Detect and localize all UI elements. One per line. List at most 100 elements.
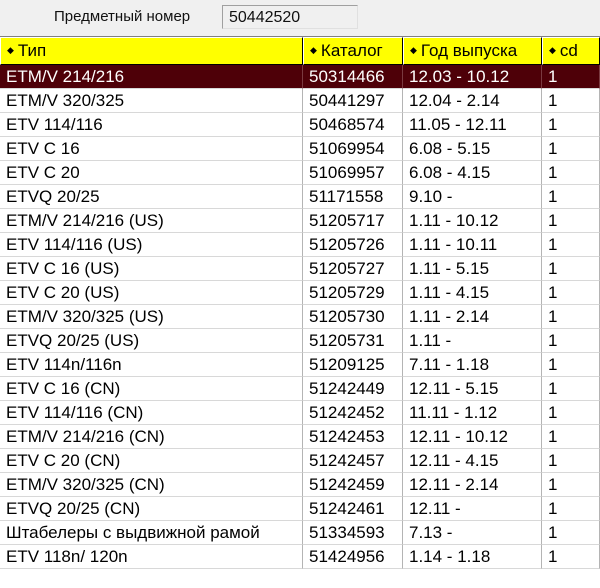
- cell-years: 12.11 - 4.15: [403, 449, 542, 473]
- cell-type: ETM/V 214/216 (US): [0, 209, 303, 233]
- cell-years: 12.04 - 2.14: [403, 89, 542, 113]
- table-row[interactable]: ETV 114/116 50468574 11.05 - 12.11 1: [0, 113, 600, 137]
- cell-years: 1.11 - 10.12: [403, 209, 542, 233]
- cell-type: ETV C 16 (US): [0, 257, 303, 281]
- cell-cd: 1: [542, 137, 600, 161]
- sort-indicator-icon: ◆: [549, 45, 556, 55]
- column-header-label: Год выпуска: [420, 41, 518, 60]
- column-header-label: Каталог: [320, 41, 383, 60]
- table-row[interactable]: ETVQ 20/25 51171558 9.10 -1: [0, 185, 600, 209]
- cell-years: 12.11 - 10.12: [403, 425, 542, 449]
- cell-cd: 1: [542, 65, 600, 89]
- table-row[interactable]: ETM/V 214/216 (US) 51205717 1.11 - 10.12 1: [0, 209, 600, 233]
- cell-years: 12.03 - 10.12: [403, 65, 542, 89]
- cell-type: ETV C 16 (CN): [0, 377, 303, 401]
- cell-catalog: 51205726: [303, 233, 403, 257]
- cell-catalog: 51205717: [303, 209, 403, 233]
- cell-catalog: 51242449: [303, 377, 403, 401]
- column-header-label: cd: [559, 41, 578, 60]
- cell-type: ETVQ 20/25 (US): [0, 329, 303, 353]
- cell-catalog: 51205727: [303, 257, 403, 281]
- cell-type: ETV C 20 (US): [0, 281, 303, 305]
- table-row[interactable]: ETV C 16 51069954 6.08 - 5.15 1: [0, 137, 600, 161]
- cell-catalog: 51334593: [303, 521, 403, 545]
- cell-type: ETM/V 214/216: [0, 65, 303, 89]
- cell-catalog: 51242459: [303, 473, 403, 497]
- table-row[interactable]: ETV 114/116 (US) 51205726 1.11 - 10.11 1: [0, 233, 600, 257]
- cell-catalog: 51242461: [303, 497, 403, 521]
- cell-catalog: 51205731: [303, 329, 403, 353]
- cell-years: 12.11 -: [403, 497, 542, 521]
- table-row[interactable]: ETV C 20 51069957 6.08 - 4.15 1: [0, 161, 600, 185]
- table-row[interactable]: ETM/V 320/325 (US) 51205730 1.11 - 2.14 1: [0, 305, 600, 329]
- parts-table: ◆ Тип ◆ Каталог ◆ Год выпуска ◆ cd ETM/V 214…: [0, 36, 600, 588]
- table-row[interactable]: ETV C 16 (CN) 51242449 12.11 - 5.15 1: [0, 377, 600, 401]
- sort-indicator-icon: ◆: [7, 45, 14, 55]
- table-header: ◆ Тип ◆ Каталог ◆ Год выпуска ◆ cd: [0, 37, 600, 65]
- cell-catalog: 51242453: [303, 425, 403, 449]
- cell-type: ETV 114/116 (US): [0, 233, 303, 257]
- cell-catalog: 51205729: [303, 281, 403, 305]
- cell-catalog: 51069957: [303, 161, 403, 185]
- column-header-year[interactable]: ◆ Год выпуска: [403, 37, 542, 65]
- table-row[interactable]: ETVQ 20/25 (CN) 51242461 12.11 -1: [0, 497, 600, 521]
- cell-type: ETM/V 320/325 (CN): [0, 473, 303, 497]
- table-row[interactable]: Штабелеры с выдвижной рамой 51334593 7.13 …: [0, 521, 600, 545]
- cell-type: ETV C 20 (CN): [0, 449, 303, 473]
- cell-type: ETM/V 320/325 (US): [0, 305, 303, 329]
- cell-years: 7.11 - 1.18: [403, 353, 542, 377]
- cell-years: 12.11 - 2.14: [403, 473, 542, 497]
- cell-cd: 1: [542, 89, 600, 113]
- cell-years: 1.11 - 5.15: [403, 257, 542, 281]
- cell-cd: 1: [542, 185, 600, 209]
- table-row[interactable]: ETV C 16 (US) 51205727 1.11 - 5.15 1: [0, 257, 600, 281]
- cell-type: ETV 114n/116n: [0, 353, 303, 377]
- cell-catalog: 50314466: [303, 65, 403, 89]
- cell-type: ETVQ 20/25 (CN): [0, 497, 303, 521]
- table-row[interactable]: ETV 114n/116n 51209125 7.11 - 1.18 1: [0, 353, 600, 377]
- table-row[interactable]: ETM/V 320/325 50441297 12.04 - 2.14 1: [0, 89, 600, 113]
- cell-cd: 1: [542, 473, 600, 497]
- cell-years: 1.11 - 2.14: [403, 305, 542, 329]
- part-number-label: Предметный номер: [54, 8, 191, 25]
- cell-type: ETM/V 320/325: [0, 89, 303, 113]
- cell-cd: 1: [542, 353, 600, 377]
- cell-type: ETVQ 20/25: [0, 185, 303, 209]
- cell-type: Штабелеры с выдвижной рамой: [0, 521, 303, 545]
- cell-cd: 1: [542, 497, 600, 521]
- cell-catalog: 50441297: [303, 89, 403, 113]
- table-row[interactable]: ETM/V 214/216 (CN) 51242453 12.11 - 10.12 1: [0, 425, 600, 449]
- cell-type: ETV 114/116: [0, 113, 303, 137]
- column-header-type[interactable]: ◆ Тип: [0, 37, 303, 65]
- cell-years: 6.08 - 5.15: [403, 137, 542, 161]
- table-row[interactable]: ETM/V 214/216 50314466 12.03 - 10.12 1: [0, 65, 600, 89]
- cell-catalog: 51205730: [303, 305, 403, 329]
- table-row[interactable]: ETV 114/116 (CN) 51242452 11.11 - 1.12 1: [0, 401, 600, 425]
- cell-cd: 1: [542, 521, 600, 545]
- table-row[interactable]: ETV 118n/ 120n 51424956 1.14 - 1.18 1: [0, 545, 600, 569]
- cell-catalog: 51069954: [303, 137, 403, 161]
- sort-indicator-icon: ◆: [410, 45, 417, 55]
- column-header-catalog[interactable]: ◆ Каталог: [303, 37, 403, 65]
- cell-cd: 1: [542, 545, 600, 569]
- cell-catalog: 51209125: [303, 353, 403, 377]
- table-row[interactable]: ETM/V 320/325 (CN) 51242459 12.11 - 2.14 1: [0, 473, 600, 497]
- cell-cd: 1: [542, 113, 600, 137]
- cell-years: 6.08 - 4.15: [403, 161, 542, 185]
- part-number-field[interactable]: 50442520: [222, 5, 358, 29]
- cell-type: ETV C 16: [0, 137, 303, 161]
- cell-years: 7.13 -: [403, 521, 542, 545]
- cell-cd: 1: [542, 209, 600, 233]
- cell-years: 11.05 - 12.11: [403, 113, 542, 137]
- column-header-cd[interactable]: ◆ cd: [542, 37, 600, 65]
- table-row[interactable]: ETV C 20 (CN) 51242457 12.11 - 4.15 1: [0, 449, 600, 473]
- cell-cd: 1: [542, 329, 600, 353]
- cell-cd: 1: [542, 401, 600, 425]
- cell-years: 1.11 - 10.11: [403, 233, 542, 257]
- cell-cd: 1: [542, 233, 600, 257]
- cell-cd: 1: [542, 449, 600, 473]
- cell-years: 1.14 - 1.18: [403, 545, 542, 569]
- cell-years: 9.10 -: [403, 185, 542, 209]
- table-row[interactable]: ETV C 20 (US) 51205729 1.11 - 4.15 1: [0, 281, 600, 305]
- table-row[interactable]: ETVQ 20/25 (US) 51205731 1.11 -1: [0, 329, 600, 353]
